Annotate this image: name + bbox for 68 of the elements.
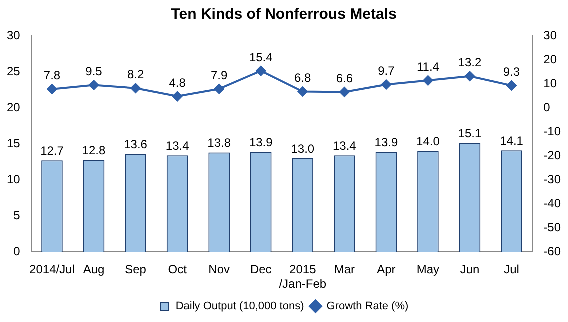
chart-title: Ten Kinds of Nonferrous Metals <box>171 6 397 24</box>
point <box>89 80 100 90</box>
y-tick-label: 30 <box>6 28 21 42</box>
x-tick-label: Dec <box>250 262 272 277</box>
data-label: 14.1 <box>500 134 524 148</box>
y2-tick-label: -30 <box>544 172 562 186</box>
data-label: 13.9 <box>374 135 398 150</box>
point <box>172 92 183 102</box>
data-label: 15.4 <box>249 50 274 64</box>
y2-tick-label: 0 <box>544 100 551 114</box>
point <box>214 84 224 94</box>
y-tick-label: 10 <box>6 172 21 186</box>
data-label: 13.4 <box>332 138 357 153</box>
point <box>381 80 392 90</box>
data-label: 12.7 <box>40 144 64 158</box>
legend-label: Growth Rate (%) <box>326 300 409 313</box>
point <box>47 84 58 94</box>
data-label: 9.5 <box>86 64 103 79</box>
x-tick-label: Aug <box>83 262 105 277</box>
y2-tick-label: -20 <box>544 148 562 162</box>
data-label: 13.6 <box>124 138 148 152</box>
data-label: 8.2 <box>127 68 144 82</box>
y-tick-label: 5 <box>14 208 21 222</box>
data-label: 13.0 <box>291 142 315 156</box>
x-tick-label: May <box>416 262 440 277</box>
point <box>256 66 266 76</box>
point <box>340 87 350 98</box>
point <box>130 83 141 94</box>
y2-tick-label: -50 <box>544 220 562 234</box>
y2-tick-label: -10 <box>544 124 562 138</box>
data-label: 12.8 <box>82 143 106 158</box>
data-label: 9.7 <box>378 64 396 78</box>
y2-tick-label: 10 <box>544 76 558 90</box>
y-tick-label: 0 <box>14 244 21 259</box>
x-tick-label: Apr <box>377 262 396 277</box>
x-tick-label: 2015 /Jan-Feb <box>279 262 327 292</box>
y2-tick-label: -40 <box>544 196 562 210</box>
legend-label: Daily Output (10,000 tons) <box>176 300 304 313</box>
point <box>464 71 475 82</box>
point <box>423 76 434 86</box>
point <box>298 86 308 97</box>
x-tick-label: 2014/Jul <box>30 262 75 277</box>
data-label: 13.4 <box>166 138 190 153</box>
data-label: 7.8 <box>44 68 61 83</box>
x-tick-label: Sep <box>125 262 147 277</box>
x-tick-label: Jul <box>504 262 520 277</box>
x-tick-label: Nov <box>208 262 230 277</box>
y2-tick-label: 30 <box>544 28 558 42</box>
point <box>506 80 517 91</box>
data-label: 14.0 <box>416 134 440 149</box>
y2-tick-label: -60 <box>544 244 562 259</box>
data-label: 6.6 <box>336 72 354 86</box>
data-label: 6.8 <box>294 71 312 86</box>
data-label: 4.8 <box>169 76 186 90</box>
x-tick-label: Oct <box>168 262 188 277</box>
data-label: 13.9 <box>249 135 274 150</box>
y-tick-label: 25 <box>6 64 21 78</box>
x-tick-label: Mar <box>334 262 355 277</box>
y2-tick-label: 20 <box>544 52 558 66</box>
data-label: 11.4 <box>416 60 440 74</box>
y-tick-label: 15 <box>6 136 21 150</box>
x-tick-label: Jun <box>460 262 480 277</box>
y-tick-label: 20 <box>6 100 21 114</box>
data-label: 13.8 <box>208 136 232 150</box>
data-label: 9.3 <box>503 65 520 80</box>
data-label: 7.9 <box>210 68 228 82</box>
data-label: 13.2 <box>458 56 482 70</box>
data-label: 15.1 <box>458 126 482 141</box>
